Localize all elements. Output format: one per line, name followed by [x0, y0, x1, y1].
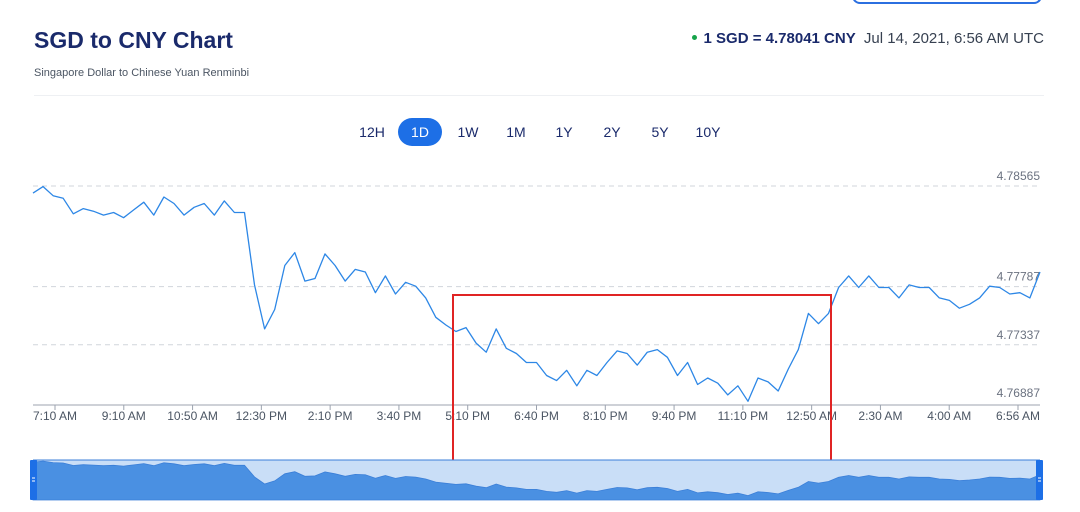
page-subtitle: Singapore Dollar to Chinese Yuan Renminb… — [34, 67, 250, 79]
page-title: SGD to CNY Chart — [34, 27, 233, 53]
current-rate: 1 SGD = 4.78041 CNY Jul 14, 2021, 6:56 A… — [691, 30, 1044, 47]
x-tick-label: 7:10 AM — [33, 409, 77, 423]
y-tick-label: 4.77787 — [997, 270, 1041, 284]
x-tick-label: 12:30 PM — [236, 409, 287, 423]
range-button-1m[interactable]: 1M — [506, 124, 526, 140]
rate-series-line — [32, 185, 1041, 402]
navigator-area — [32, 460, 1041, 501]
x-tick-label: 10:50 AM — [167, 409, 218, 423]
x-tick-label: 5:10 PM — [445, 409, 490, 423]
handle-bar — [1036, 460, 1043, 500]
x-tick-label: 8:10 PM — [583, 409, 628, 423]
rate-value: 1 SGD = 4.78041 CNY — [703, 30, 856, 47]
y-tick-label: 4.78565 — [997, 169, 1041, 183]
highlight-annotation-box — [452, 294, 832, 463]
live-status-dot — [691, 34, 697, 40]
range-button-1w[interactable]: 1W — [457, 124, 479, 140]
range-button-10y[interactable]: 10Y — [695, 124, 721, 140]
x-tick-label: 3:40 PM — [377, 409, 422, 423]
y-tick-label: 4.77337 — [997, 328, 1041, 342]
x-tick-label: 9:10 AM — [102, 409, 146, 423]
header-divider — [34, 95, 1044, 96]
x-tick-label: 6:40 PM — [514, 409, 559, 423]
x-tick-label: 12:50 AM — [786, 409, 837, 423]
x-tick-label: 6:56 AM — [996, 409, 1040, 423]
range-button-5y[interactable]: 5Y — [651, 124, 669, 140]
rate-timestamp: Jul 14, 2021, 6:56 AM UTC — [863, 30, 1044, 47]
range-button-2y[interactable]: 2Y — [603, 124, 621, 140]
navigator-right-handle[interactable] — [1036, 460, 1043, 500]
x-tick-label: 9:40 PM — [652, 409, 697, 423]
range-button-1y[interactable]: 1Y — [555, 124, 573, 140]
x-tick-label: 2:10 PM — [308, 409, 353, 423]
y-tick-label: 4.76887 — [997, 386, 1041, 400]
range-button-1d[interactable]: 1D — [398, 118, 442, 146]
handle-bar — [30, 460, 37, 500]
x-tick-label: 11:10 PM — [718, 409, 768, 423]
navigator-left-handle[interactable] — [30, 460, 37, 500]
x-tick-label: 4:00 AM — [927, 409, 971, 423]
range-button-12h[interactable]: 12H — [359, 124, 385, 140]
x-tick-label: 2:30 AM — [858, 409, 902, 423]
range-selector: 12H 1D 1W 1M 1Y 2Y 5Y 10Y — [0, 118, 1080, 146]
